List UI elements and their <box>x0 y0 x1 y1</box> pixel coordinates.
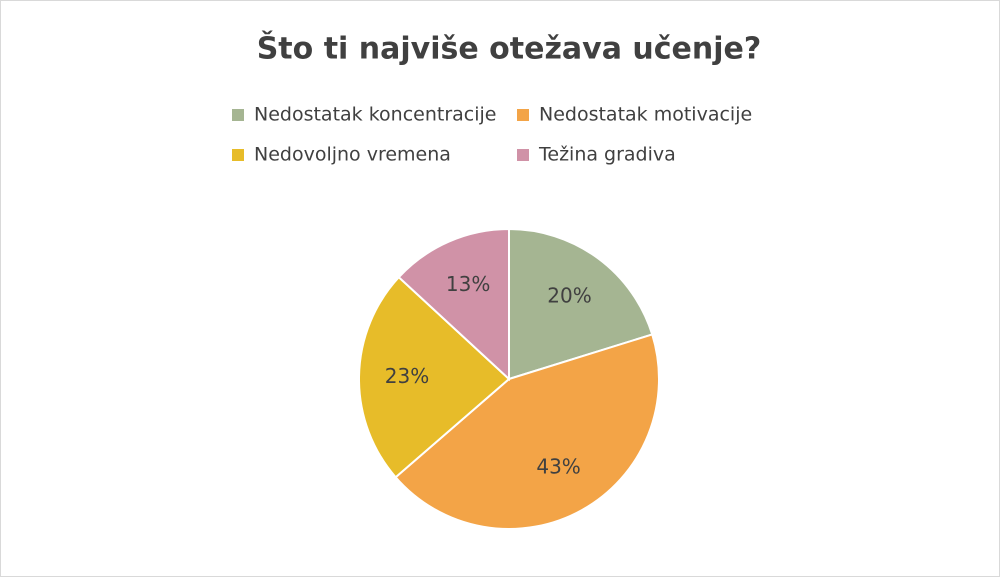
data-label: 23% <box>385 364 429 388</box>
legend-swatch <box>232 109 244 121</box>
data-label: 43% <box>536 455 580 479</box>
pie-slice <box>508 227 654 381</box>
legend-swatch <box>517 109 529 121</box>
legend-label: Nedostatak koncentracije <box>254 104 496 126</box>
legend-label: Nedovoljno vremena <box>254 144 451 166</box>
legend-swatch <box>517 149 529 161</box>
legend-swatch <box>232 149 244 161</box>
data-label: 13% <box>446 272 490 296</box>
chart-title: Što ti najviše otežava učenje? <box>257 30 762 67</box>
pie-slice <box>358 275 511 479</box>
pie-slice <box>394 333 660 530</box>
data-label: 20% <box>547 283 591 307</box>
legend-label: Težina gradiva <box>538 144 676 166</box>
pie-slice <box>397 227 510 382</box>
legend-label: Nedostatak motivacije <box>539 104 752 126</box>
